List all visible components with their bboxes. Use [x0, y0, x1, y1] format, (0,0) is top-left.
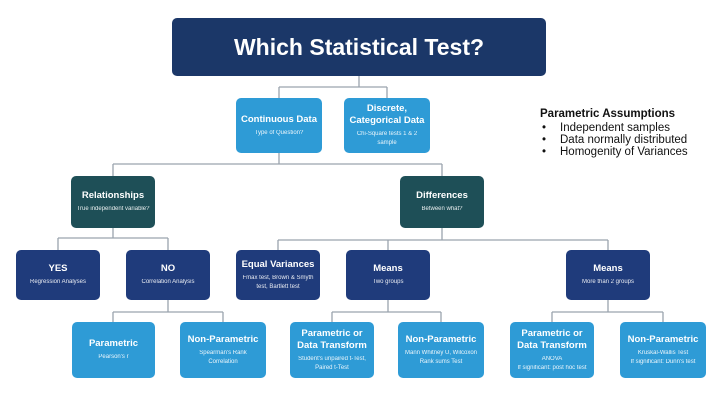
node-means-two: Means Two groups	[346, 250, 430, 300]
node-sub: If significant: post hoc test	[517, 364, 587, 371]
node-title: Parametric or Data Transform	[297, 327, 367, 351]
node-sub: ANOVA	[541, 355, 563, 362]
node-title: Non-Parametric	[627, 333, 699, 345]
node-title: Parametric	[88, 338, 139, 349]
node-title: Equal Variances	[241, 258, 315, 270]
node-title: Differences	[416, 190, 468, 201]
node-relationships: Relationships True independent variable?	[71, 176, 155, 228]
node-equal-variances: Equal Variances Fmax test, Brown & Smyth …	[236, 250, 320, 300]
node-title: NO	[160, 263, 176, 274]
node-sub: Spearman's Rank Correlation	[199, 349, 247, 365]
node-discrete: Discrete, Categorical Data Chi-Square tes…	[344, 98, 430, 153]
node-differences: Differences Between what?	[400, 176, 484, 228]
assumption-item: • Data normally distributed	[542, 134, 688, 146]
node-title: YES	[48, 263, 68, 274]
node-sub: Chi-Square tests 1 & 2 sample	[356, 131, 418, 146]
node-sub: Mann Whitney U, Wilcoxon Rank sums Test	[404, 349, 478, 365]
node-title: Means	[593, 263, 623, 274]
node-sub: Pearson's r	[98, 354, 129, 360]
node-continuous: Continuous Data Type of Question?	[236, 98, 322, 153]
assumption-item: • Homogenity of Variances	[542, 146, 688, 158]
assumption-text: Homogenity of Variances	[560, 146, 688, 158]
node-sub: Between what?	[421, 206, 463, 212]
node-title: Discrete, Categorical Data	[349, 103, 425, 126]
node-sub: Correlation Analysis	[141, 279, 195, 285]
node-sub: More than 2 groups	[581, 279, 635, 285]
assumption-text: Independent samples	[560, 122, 670, 134]
parametric-assumptions: Parametric Assumptions • Independent samp…	[540, 108, 688, 158]
node-sub: Regression Analyses	[29, 279, 87, 285]
node-sub: True independent variable?	[76, 206, 150, 212]
node-sub: Student's unpaired t-Test, Paired t-Test	[298, 355, 366, 371]
node-title: Relationships	[81, 190, 145, 201]
node-corr-nonparametric: Non-Parametric Spearman's Rank Correlatio…	[180, 322, 266, 378]
node-sub: Fmax test, Brown & Smyth test, Bartlett …	[242, 274, 314, 290]
node-corr-parametric: Parametric Pearson's r	[72, 322, 155, 378]
node-sub: Kruskal-Wallis Test	[637, 349, 689, 356]
node-no: NO Correlation Analysis	[126, 250, 210, 300]
node-means-more: Means More than 2 groups	[566, 250, 650, 300]
node-sub: Type of Question?	[254, 129, 304, 136]
node-title: Continuous Data	[241, 113, 317, 125]
node-title: Means	[373, 263, 403, 274]
assumptions-heading: Parametric Assumptions	[540, 108, 676, 120]
node-sub: If significant: Dunn's test	[630, 358, 696, 365]
title-text: Which Statistical Test?	[233, 33, 485, 60]
node-more-nonparametric: Non-Parametric Kruskal-Wallis Test If sign…	[620, 322, 706, 378]
node-two-nonparametric: Non-Parametric Mann Whitney U, Wilcoxon R…	[398, 322, 484, 378]
title-box: Which Statistical Test?	[172, 18, 546, 76]
node-title: Non-Parametric	[405, 333, 477, 345]
assumption-text: Data normally distributed	[560, 134, 688, 146]
node-yes: YES Regression Analyses	[16, 250, 100, 300]
node-more-parametric: Parametric or Data Transform ANOVA If sign…	[510, 322, 594, 378]
node-title: Parametric or Data Transform	[517, 327, 587, 351]
node-two-parametric: Parametric or Data Transform Student's un…	[290, 322, 374, 378]
assumption-item: • Independent samples	[542, 122, 670, 134]
node-sub: Two groups	[372, 279, 404, 285]
node-title: Non-Parametric	[187, 333, 259, 345]
